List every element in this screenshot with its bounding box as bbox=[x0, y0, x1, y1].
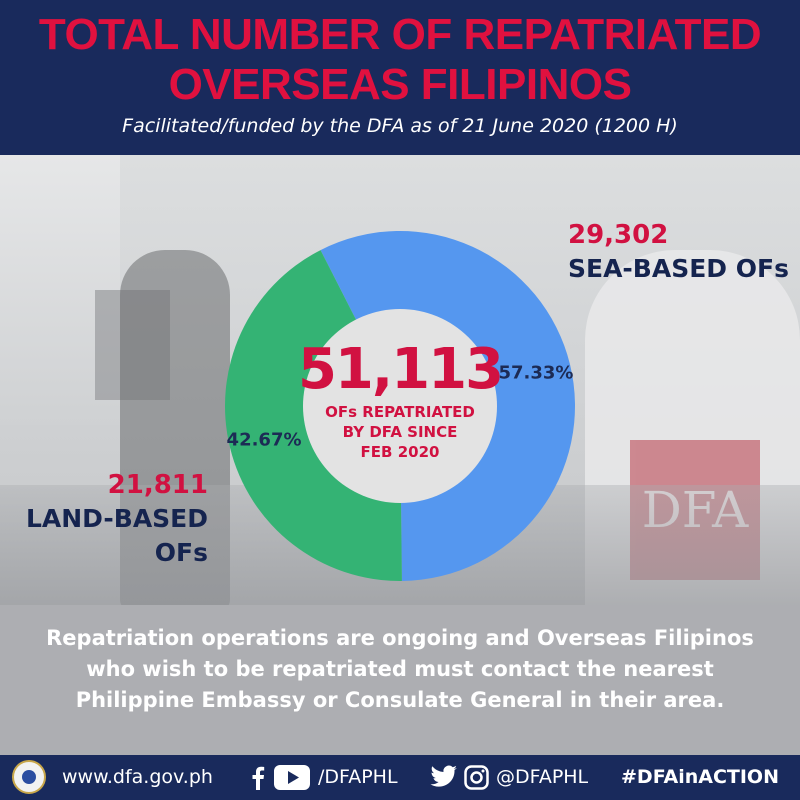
sea-count-label: 29,302 bbox=[568, 220, 669, 250]
center-caption-line-2: BY DFA SINCE bbox=[343, 423, 458, 441]
percent-label-land: 42.67% bbox=[227, 429, 302, 450]
advisory-note: Repatriation operations are ongoing and … bbox=[0, 605, 800, 755]
seal-icon bbox=[12, 760, 46, 794]
subtitle: Facilitated/funded by the DFA as of 21 J… bbox=[122, 115, 678, 137]
website-link[interactable]: www.dfa.gov.ph bbox=[62, 766, 213, 788]
facebook-youtube-handle[interactable]: /DFAPHL bbox=[318, 766, 398, 788]
header-banner: TOTAL NUMBER OF REPATRIATED OVERSEAS FIL… bbox=[0, 0, 800, 155]
advisory-text: Repatriation operations are ongoing and … bbox=[46, 626, 754, 712]
twitter-instagram-handle[interactable]: @DFAPHL bbox=[496, 766, 589, 788]
percent-label-sea: 57.33% bbox=[498, 363, 573, 384]
land-category-label-line-1: LAND-BASED bbox=[25, 504, 208, 533]
land-category-label-line-2: OFs bbox=[154, 538, 208, 567]
hashtag[interactable]: #DFAinACTION bbox=[621, 766, 779, 788]
twitter-icon[interactable] bbox=[430, 765, 458, 789]
instagram-icon[interactable] bbox=[464, 765, 489, 790]
center-disc bbox=[303, 309, 497, 503]
title-line-1: TOTAL NUMBER OF REPATRIATED bbox=[38, 10, 762, 59]
page-title: TOTAL NUMBER OF REPATRIATED OVERSEAS FIL… bbox=[0, 0, 800, 110]
sea-category-label: SEA-BASED OFs bbox=[568, 254, 789, 283]
youtube-icon[interactable] bbox=[274, 765, 310, 790]
facebook-icon[interactable] bbox=[251, 765, 265, 790]
land-count-label: 21,811 bbox=[107, 470, 208, 500]
center-total: 51,113 bbox=[298, 337, 502, 402]
footer-bar: www.dfa.gov.ph /DFAPHL @DFAPHL #DFAinACT… bbox=[0, 755, 800, 800]
center-caption-line-3: FEB 2020 bbox=[361, 443, 440, 461]
title-line-2: OVERSEAS FILIPINOS bbox=[168, 60, 632, 109]
center-caption-line-1: OFs REPATRIATED bbox=[325, 403, 475, 421]
